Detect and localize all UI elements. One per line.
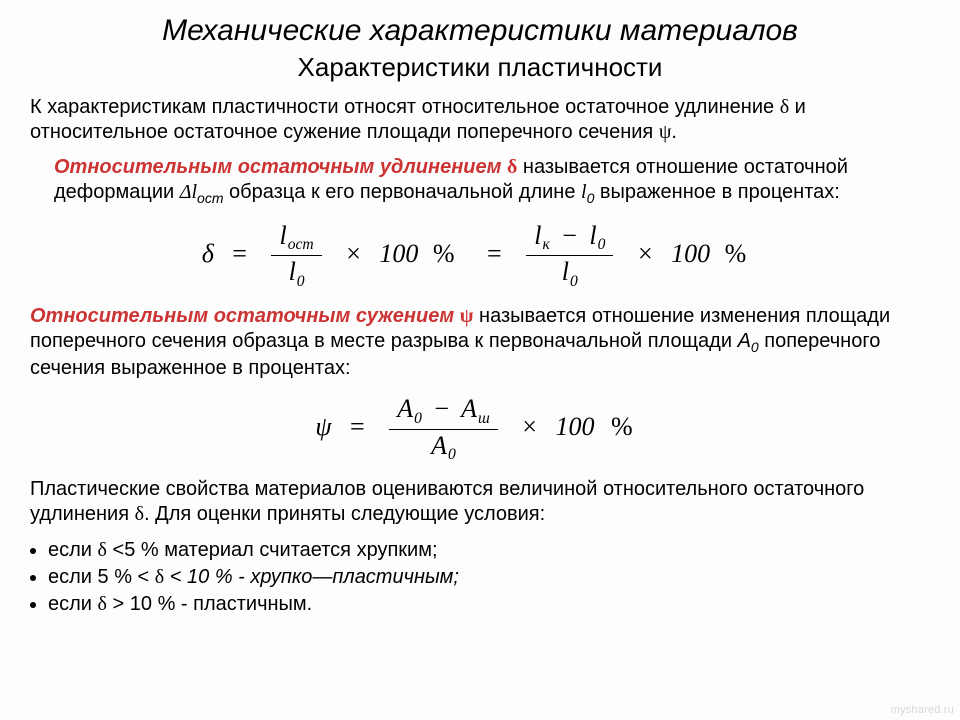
numerator: A0 − Aш [389, 395, 498, 430]
delta-symbol: δ [98, 593, 107, 615]
denominator: A0 [389, 430, 498, 464]
delta-symbol: δ [135, 503, 144, 525]
criteria-list: если δ <5 % материал считается хрупким; … [30, 537, 930, 618]
var-l: l [289, 257, 296, 286]
fraction: A0 − Aш A0 [389, 395, 498, 463]
subscript-ost: ост [197, 190, 223, 206]
list-item: если δ <5 % материал считается хрупким; [48, 537, 930, 564]
mult-sign: × [334, 239, 373, 268]
hundred: 100 [555, 412, 594, 441]
equals-sign: = [475, 239, 514, 268]
subscript: 0 [597, 236, 606, 253]
percent-sign: % [425, 239, 469, 268]
delta-symbol: δ [202, 239, 214, 268]
subscript: 0 [413, 410, 422, 427]
subscript: к [541, 236, 549, 253]
delta-symbol: δ [507, 156, 517, 178]
text: . [671, 121, 677, 143]
text: <5 % материал считается хрупким; [107, 539, 438, 561]
subscript: 0 [569, 273, 578, 290]
text: > 10 % - пластичным. [107, 593, 312, 615]
hundred: 100 [671, 239, 710, 268]
formula-psi: ψ = A0 − Aш A0 × 100 % [30, 395, 930, 463]
var-l: l [562, 257, 569, 286]
formula-delta: δ = lост l0 × 100 % = lк − l0 l0 × 100 % [30, 222, 930, 290]
minus-sign: − [428, 394, 455, 423]
text: К характеристикам пластичности относят о… [30, 96, 780, 118]
psi-symbol: ψ [315, 412, 331, 441]
percent-sign: % [717, 239, 759, 268]
paragraph-intro: К характеристикам пластичности относят о… [30, 95, 930, 145]
subscript: 0 [447, 446, 456, 463]
var-A: A [397, 394, 413, 423]
text: . Для оценки приняты следующие условия: [144, 503, 545, 525]
text: если [48, 539, 98, 561]
var-A: A [461, 394, 477, 423]
fraction-2: lк − l0 l0 [526, 222, 613, 290]
var-l: l [279, 221, 286, 250]
slide: Механические характеристики материалов Х… [0, 0, 960, 720]
subscript: ш [477, 410, 490, 427]
mult-sign: × [510, 412, 549, 441]
page-title: Механические характеристики материалов [30, 14, 930, 48]
text: если 5 % < [48, 566, 155, 588]
equals-sign: = [220, 239, 259, 268]
numerator: lост [271, 222, 321, 257]
denominator: l0 [271, 256, 321, 290]
paragraph-delta-def: Относительным остаточным удлинением δ на… [54, 155, 930, 208]
paragraph-criteria: Пластические свойства материалов оценива… [30, 477, 930, 527]
text: если [48, 593, 98, 615]
text: выраженное в процентах: [594, 181, 839, 203]
fraction-1: lост l0 [271, 222, 321, 290]
subscript: ост [287, 236, 314, 253]
A-symbol: A [738, 330, 751, 352]
delta-symbol: δ [155, 566, 164, 588]
delta-symbol: δ [98, 539, 107, 561]
mult-sign: × [626, 239, 665, 268]
list-item: если δ > 10 % - пластичным. [48, 591, 930, 618]
var-l: l [589, 221, 596, 250]
subscript: 0 [296, 273, 305, 290]
page-subtitle: Характеристики пластичности [30, 52, 930, 83]
equals-sign: = [338, 412, 377, 441]
subscript-0: 0 [751, 339, 759, 355]
watermark: myshared.ru [891, 704, 954, 716]
psi-symbol: ψ [460, 305, 474, 327]
denominator: l0 [526, 256, 613, 290]
var-A: A [431, 431, 447, 460]
numerator: lк − l0 [526, 222, 613, 257]
text: < 10 % - хрупко—пластичным; [164, 566, 459, 588]
percent-sign: % [601, 412, 645, 441]
hundred: 100 [379, 239, 418, 268]
term-elongation: Относительным остаточным удлинением [54, 156, 507, 178]
paragraph-psi-def: Относительным остаточным сужением ψ назы… [30, 304, 930, 382]
delta-l-symbol: Δl [180, 181, 197, 203]
psi-symbol: ψ [659, 121, 672, 143]
delta-symbol: δ [780, 96, 789, 118]
minus-sign: − [556, 221, 583, 250]
text: образца к его первоначальной длине [223, 181, 581, 203]
term-narrowing: Относительным остаточным сужением [30, 305, 460, 327]
list-item: если 5 % < δ < 10 % - хрупко—пластичным; [48, 564, 930, 591]
